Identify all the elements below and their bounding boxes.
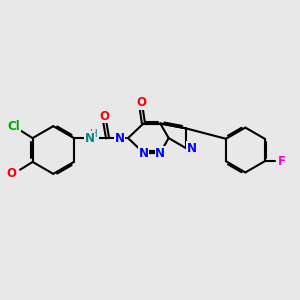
- Text: O: O: [7, 167, 16, 180]
- Text: N: N: [138, 147, 148, 160]
- Text: O: O: [136, 96, 146, 109]
- Text: N: N: [115, 132, 125, 145]
- Text: H: H: [91, 129, 98, 139]
- Text: N: N: [187, 142, 197, 155]
- Text: N: N: [85, 132, 94, 145]
- Text: F: F: [278, 155, 286, 168]
- Text: O: O: [100, 110, 110, 123]
- Text: Cl: Cl: [8, 120, 20, 134]
- Text: N: N: [155, 147, 165, 160]
